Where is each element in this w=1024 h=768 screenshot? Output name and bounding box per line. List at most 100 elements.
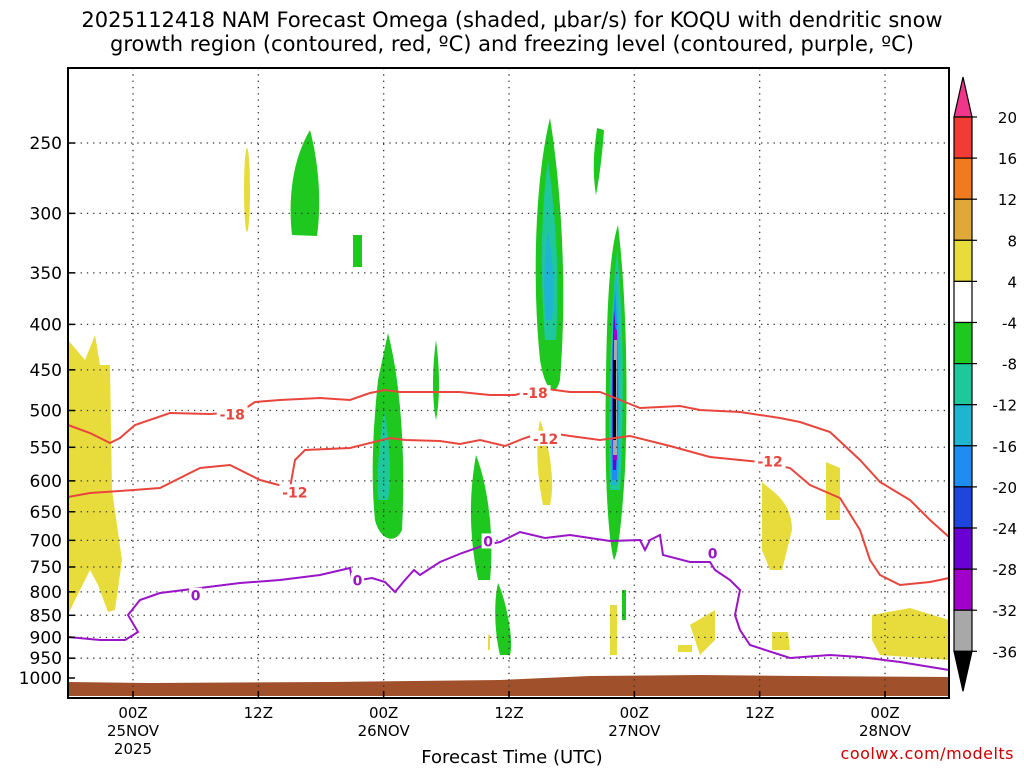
x-tick-label: 00Z — [620, 704, 649, 722]
x-tick-label: 00Z — [369, 704, 398, 722]
y-tick-label: 450 — [30, 361, 62, 381]
colorbar-label: 16 — [998, 150, 1017, 168]
x-tick-label: 12Z — [244, 704, 273, 722]
colorbar-label: -20 — [993, 479, 1018, 497]
x-tick-label: 12Z — [745, 704, 774, 722]
omega-cell-3 — [353, 235, 362, 267]
colorbar-label: -28 — [993, 561, 1018, 579]
y-tick-label: 900 — [30, 628, 62, 648]
x-axis-label: Forecast Time (UTC) — [421, 747, 603, 768]
chart-title-line2: growth region (contoured, red, ºC) and f… — [110, 32, 914, 56]
contour-label-bg — [519, 385, 551, 401]
colorbar-top-arrow — [953, 76, 973, 118]
omega-cell-7 — [495, 583, 512, 655]
x-tick-label: 00Z — [118, 704, 147, 722]
contour-label: -12 — [757, 455, 782, 471]
colorbar-swatch — [953, 527, 973, 570]
colorbar-label: -32 — [993, 602, 1018, 620]
x-tick-label: 26NOV — [358, 722, 411, 740]
contour-label-bg — [530, 430, 562, 446]
y-tick-label: 400 — [30, 315, 62, 335]
colorbar-swatch — [953, 321, 973, 365]
y-axis: 2503003504004505005506006507007508008509… — [19, 134, 75, 689]
x-tick-label: 28NOV — [859, 722, 912, 740]
contour-label: 0 — [191, 589, 201, 605]
dgz-contours — [67, 386, 950, 587]
contour-label: -18 — [220, 407, 245, 423]
y-tick-label: 300 — [30, 204, 62, 224]
chart-title-line1: 2025112418 NAM Forecast Omega (shaded, μ… — [81, 8, 943, 32]
omega-cell-5 — [433, 340, 439, 420]
colorbar-swatch — [953, 609, 973, 652]
colorbar-label: -8 — [1002, 356, 1017, 374]
contour-label-bg — [481, 533, 495, 549]
colorbar-swatch — [953, 363, 973, 406]
colorbar-label: -12 — [993, 397, 1018, 415]
contour-label-bg — [754, 453, 786, 469]
omega-cell-4 — [372, 333, 404, 539]
contour-label: -12 — [533, 432, 558, 448]
y-tick-label: 700 — [30, 531, 62, 551]
colorbar-label: -36 — [993, 643, 1018, 661]
omega-cell-6 — [470, 455, 492, 580]
y-tick-label: 650 — [30, 503, 62, 523]
colorbar-label: 8 — [1007, 232, 1017, 250]
colorbar-label: -16 — [993, 438, 1018, 456]
contour-label-bg — [216, 406, 248, 422]
omega-cell-9 — [593, 128, 604, 195]
contour-label-bg — [706, 545, 720, 561]
x-tick-label: 25NOV — [107, 722, 160, 740]
colorbar-swatch — [953, 404, 973, 447]
contour-label-bg — [189, 587, 203, 603]
x-tick-label: 2025 — [114, 740, 152, 758]
y-tick-label: 500 — [30, 402, 62, 422]
colorbar-swatch — [953, 568, 973, 611]
contour-label: -18 — [522, 386, 547, 402]
contour-label: 0 — [483, 534, 493, 550]
contour-label-bg — [351, 572, 365, 588]
omega-cell-1 — [244, 148, 250, 232]
colorbar-swatch — [953, 198, 973, 241]
omega-cell-8 — [535, 118, 564, 391]
contour-labels: -18 -18 -12 -12 -12 0 0 0 0 — [189, 385, 786, 605]
contour-label-bg — [279, 484, 311, 500]
dgz-contour-minus12 — [67, 430, 950, 587]
omega-shading — [68, 118, 949, 660]
y-tick-label: 250 — [30, 134, 62, 154]
y-tick-label: 800 — [30, 583, 62, 603]
contour-label: 0 — [708, 546, 718, 562]
colorbar: 20 16 12 8 4 -4 -8 -12 -16 -20 -24 -28 -32 -36 — [953, 76, 1018, 692]
y-tick-label: 850 — [30, 606, 62, 626]
colorbar-swatch — [953, 445, 973, 488]
omega-cell-11 — [537, 420, 792, 570]
dgz-contour-minus18 — [67, 386, 950, 538]
contour-label: -12 — [282, 485, 307, 501]
gridlines — [68, 68, 949, 698]
omega-cell-12 — [488, 462, 840, 655]
contour-label: 0 — [353, 574, 363, 590]
omega-cell-10 — [605, 225, 627, 620]
x-tick-label: 27NOV — [608, 722, 661, 740]
colorbar-swatch — [953, 486, 973, 529]
credit-text: coolwx.com/modelts — [840, 744, 1014, 763]
colorbar-swatch — [953, 116, 973, 159]
colorbar-swatch — [953, 280, 973, 324]
y-tick-label: 750 — [30, 558, 62, 578]
colorbar-label: 12 — [998, 191, 1017, 209]
colorbar-label: -4 — [1002, 315, 1017, 333]
y-tick-label: 950 — [30, 649, 62, 669]
y-tick-label: 1000 — [19, 669, 62, 689]
y-tick-label: 550 — [30, 438, 62, 458]
y-tick-label: 350 — [30, 264, 62, 284]
colorbar-label: 4 — [1007, 273, 1017, 291]
y-tick-label: 600 — [30, 472, 62, 492]
omega-cell-2 — [290, 130, 320, 236]
omega-cell-13 — [872, 608, 949, 660]
x-tick-label: 00Z — [870, 704, 899, 722]
x-tick-label: 12Z — [494, 704, 523, 722]
colorbar-label: 20 — [998, 109, 1017, 127]
omega-cell-0 — [68, 335, 122, 615]
colorbar-swatch — [953, 239, 973, 283]
